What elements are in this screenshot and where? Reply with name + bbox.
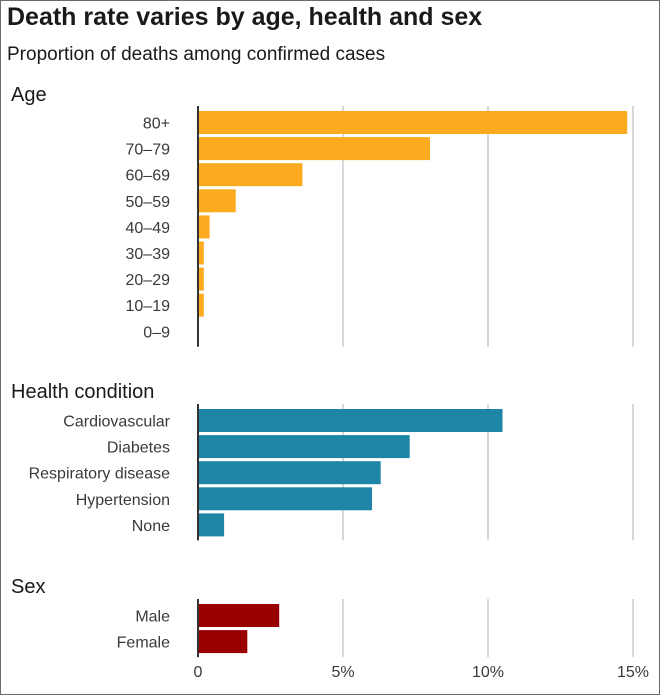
section-title-age: Age (11, 84, 47, 106)
bar-age-30-39 (198, 241, 204, 265)
category-label-diabetes: Diabetes (107, 440, 170, 457)
bar-sex-male (198, 604, 280, 627)
bar-age-60-69 (198, 163, 303, 187)
category-label-60-69: 60–69 (126, 168, 171, 185)
bar-age-20-29 (198, 267, 204, 291)
category-label-cardiovascular: Cardiovascular (63, 414, 170, 431)
section-title-sex: Sex (11, 576, 45, 598)
section-title-health-condition: Health condition (11, 381, 154, 403)
bar-age-10-19 (198, 293, 204, 317)
chart-subtitle: Proportion of deaths among confirmed cas… (7, 44, 386, 65)
bar-health-condition-none (198, 513, 225, 537)
category-label-40-49: 40–49 (126, 220, 171, 237)
category-label-50-59: 50–59 (126, 194, 171, 211)
category-label-10-19: 10–19 (126, 298, 171, 315)
chart-title: Death rate varies by age, health and sex (7, 3, 483, 31)
category-label-female: Female (117, 635, 170, 652)
bar-age-80 (198, 111, 628, 134)
bar-health-condition-hypertension (198, 487, 372, 511)
x-tick-label-0: 0 (194, 664, 203, 681)
category-label-80: 80+ (143, 116, 170, 133)
category-label-20-29: 20–29 (126, 272, 171, 289)
category-label-male: Male (135, 609, 170, 626)
x-tick-label-5: 5% (331, 664, 354, 681)
category-label-none: None (132, 518, 170, 535)
category-label-30-39: 30–39 (126, 246, 171, 263)
x-tick-label-10: 10% (472, 664, 504, 681)
bar-health-condition-diabetes (198, 435, 410, 459)
bar-age-40-49 (198, 215, 210, 239)
bar-age-50-59 (198, 189, 236, 213)
category-label-hypertension: Hypertension (76, 492, 170, 509)
bar-age-70-79 (198, 137, 430, 161)
category-label-respiratory-disease: Respiratory disease (29, 466, 171, 483)
x-tick-label-15: 15% (617, 664, 649, 681)
bar-health-condition-respiratory-disease (198, 461, 381, 485)
bar-health-condition-cardiovascular (198, 409, 503, 432)
category-label-0-9: 0–9 (143, 324, 170, 341)
bar-sex-female (198, 630, 248, 654)
category-label-70-79: 70–79 (126, 142, 171, 159)
